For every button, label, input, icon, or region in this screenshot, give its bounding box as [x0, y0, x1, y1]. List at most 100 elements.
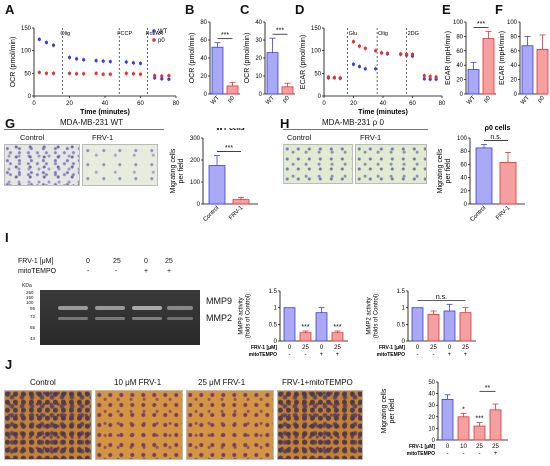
- A-series-0-point-6: [94, 59, 98, 63]
- J-y-tick-label: 40: [428, 392, 435, 398]
- h-control-label: Control: [287, 133, 312, 142]
- D-x-tick-label: 40: [380, 101, 387, 107]
- A-y-tick-label: 50: [24, 71, 31, 77]
- J-y-tick-label: 10: [428, 426, 435, 432]
- F-x-tick-label-0: WT: [520, 95, 531, 106]
- I1-y-tick-label: 1: [274, 306, 278, 312]
- J-mito-row-label: mitoTEMPO: [407, 451, 435, 457]
- I1-x-tick-label-3: 25: [334, 345, 341, 351]
- j-10uM-label: 10 μM FRV-1: [114, 378, 162, 387]
- J-x-tick-label-2: 25: [476, 444, 483, 450]
- D-series-0-point-4: [357, 64, 361, 69]
- I2-mito-0: -: [417, 352, 419, 358]
- G-title: WT cells: [216, 128, 245, 132]
- marker-95: 95: [30, 306, 36, 311]
- mmp9-bar-chart: 0 0.5 1 1.5 MMP9 activity(folds of Control) 0…: [239, 289, 348, 358]
- J-x-tick-label-3: 25: [492, 444, 499, 450]
- B-y-tick-label: 0: [204, 92, 208, 98]
- I2-y-axis-label: MMP2 activity(folds of Control): [367, 294, 380, 338]
- D-series-1-point-0: [326, 75, 331, 79]
- I1-mito-row-label: mitoTEMPO: [249, 352, 277, 358]
- I2-y-tick-label: 0: [402, 339, 406, 345]
- i-dose-1: 25: [113, 258, 121, 265]
- I1-x-tick-label-1: 25: [302, 345, 309, 351]
- I2-y-tick-label: 1.5: [397, 289, 406, 295]
- D-series-0-point-6: [374, 67, 378, 71]
- A-legend-label-1: p0: [158, 38, 165, 44]
- I1-y-tick-label: 0: [274, 339, 278, 345]
- g-frv-label: FRV-1: [92, 133, 114, 142]
- J-mito-0: -: [447, 451, 449, 457]
- g-title: MDA-MB-231 WT: [60, 118, 124, 127]
- A-y-tick-label: 100: [21, 49, 32, 55]
- A-y-axis-label: OCR (pmol/min): [10, 37, 17, 88]
- C-bar-1: [281, 86, 294, 95]
- mmp9-band-2: [95, 306, 125, 310]
- B-bar-0: [211, 46, 224, 95]
- I2-x-tick-label-2: 0: [448, 345, 452, 351]
- G-sig-label: ***: [225, 145, 233, 152]
- B-sig-label: ***: [221, 32, 229, 39]
- I1-x-tick-label-2: 0: [320, 345, 324, 351]
- A-series-1-point-13: [160, 74, 164, 78]
- A-series-0-point-4: [75, 57, 79, 61]
- D-series-1-point-12: [422, 74, 426, 78]
- mmp9-band-1: [58, 306, 88, 310]
- A-series-0-point-11: [138, 61, 143, 65]
- panel-label-g: G: [5, 116, 16, 131]
- G-y-tick-label: 0: [197, 202, 201, 208]
- h-frv-label: FRV-1: [360, 133, 382, 142]
- h-control-micrograph: [283, 144, 353, 184]
- I2-y-tick-label: 1: [402, 306, 406, 312]
- I2-mito-row-label: mitoTEMPO: [377, 352, 405, 358]
- i-mito-3: +: [167, 268, 172, 275]
- D-annotation-2: 2DG: [408, 31, 419, 37]
- A-x-tick-label: 20: [66, 101, 73, 107]
- A-series-0-point-3: [67, 55, 72, 60]
- I1-mito-2: +: [320, 352, 324, 358]
- I1-mito-1: -: [305, 352, 307, 358]
- D-series-0-point-13: [428, 77, 432, 81]
- D-x-tick-label: 80: [439, 101, 446, 107]
- I1-x-tick-label-0: 0: [288, 345, 292, 351]
- J-sig-1: *: [462, 406, 465, 413]
- B-bar-1: [226, 85, 239, 95]
- H-y-axis-label: Migrating cellsper field: [437, 148, 452, 193]
- D-series-1-point-10: [405, 52, 409, 56]
- D-x-tick-label: 20: [350, 101, 357, 107]
- I1-bar-1: [299, 332, 312, 342]
- A-series-1-point-1: [44, 71, 49, 75]
- wt-migration-bar-chart: 0 100 200 300 Migrating cellsper field WT cel…: [170, 128, 258, 223]
- h-title: MDA-MB-231 ρ 0: [322, 118, 384, 127]
- D-series-0-point-12: [422, 77, 426, 81]
- B-y-tick-label: 80: [200, 20, 207, 26]
- D-annotation-0: Glu: [349, 31, 358, 37]
- E-y-tick-label: 20: [456, 78, 463, 84]
- D-x-axis-label: Time (minutes): [358, 109, 408, 116]
- A-series-1-point-11: [138, 72, 143, 76]
- D-y-tick-label: 100: [311, 49, 322, 55]
- J-y-tick-label: 30: [428, 403, 435, 409]
- D-series-1-point-1: [332, 75, 336, 80]
- D-series-1-point-11: [410, 52, 415, 56]
- F-y-tick-label: 40: [510, 63, 517, 69]
- A-series-1-point-0: [37, 70, 41, 75]
- E-x-tick-label-1: p0: [483, 95, 492, 104]
- g-control-micrograph: [4, 144, 80, 186]
- D-series-1-point-9: [399, 52, 403, 56]
- A-legend-marker-1: [152, 38, 156, 42]
- H-y-tick-label: 100: [457, 136, 468, 142]
- I1-y-axis-label: MMP9 activity(folds of Control): [239, 294, 252, 338]
- j-control-label: Control: [30, 378, 56, 387]
- I2-bar-0: [411, 307, 424, 342]
- I2-x-tick-label-0: 0: [416, 345, 420, 351]
- ocr-max-bar-chart: 0 10 20 30 40 OCR (pmol/min) WT p0 ***: [244, 20, 295, 106]
- ecar-time-chart: 0 50 100 150 0 20 40 60 80 Time (minutes) ECAR (pm…: [300, 26, 446, 116]
- ocr-time-chart: 0 50 100 150 0 20 40 60 80 Time (minutes) OCR (pmo…: [10, 26, 180, 116]
- A-series-0-point-14: [167, 77, 171, 81]
- H-y-tick-label: 60: [460, 162, 467, 168]
- E-y-tick-label: 80: [456, 34, 463, 40]
- I1-bar-3: [331, 332, 344, 342]
- F-y-tick-label: 100: [507, 20, 518, 26]
